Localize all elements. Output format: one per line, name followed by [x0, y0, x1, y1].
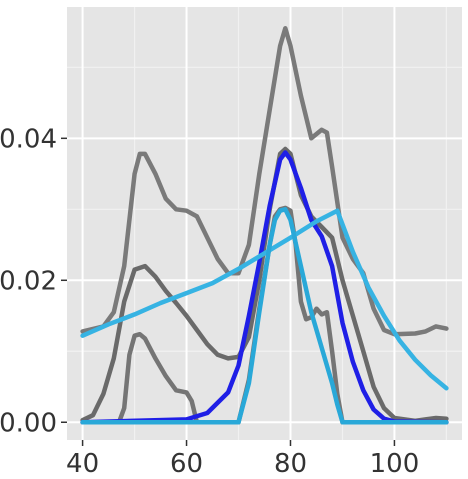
y-tick-label: 0.02: [0, 266, 57, 296]
series-line-4: [80, 150, 449, 425]
y-tick-label: 0.00: [0, 408, 57, 438]
x-axis: 40 60 80 100: [66, 440, 419, 479]
x-tick-label: 80: [274, 449, 307, 479]
x-tick-label: 60: [170, 449, 203, 479]
x-tick-label: 100: [370, 449, 420, 479]
y-tick-label: 0.04: [0, 124, 57, 154]
y-axis: 0.00 0.02 0.04: [0, 124, 67, 438]
series-line-5: [80, 208, 449, 391]
series-line-6: [80, 207, 449, 425]
x-tick-label: 40: [66, 449, 99, 479]
series-line-1: [80, 26, 449, 337]
series-lines: [80, 26, 449, 425]
